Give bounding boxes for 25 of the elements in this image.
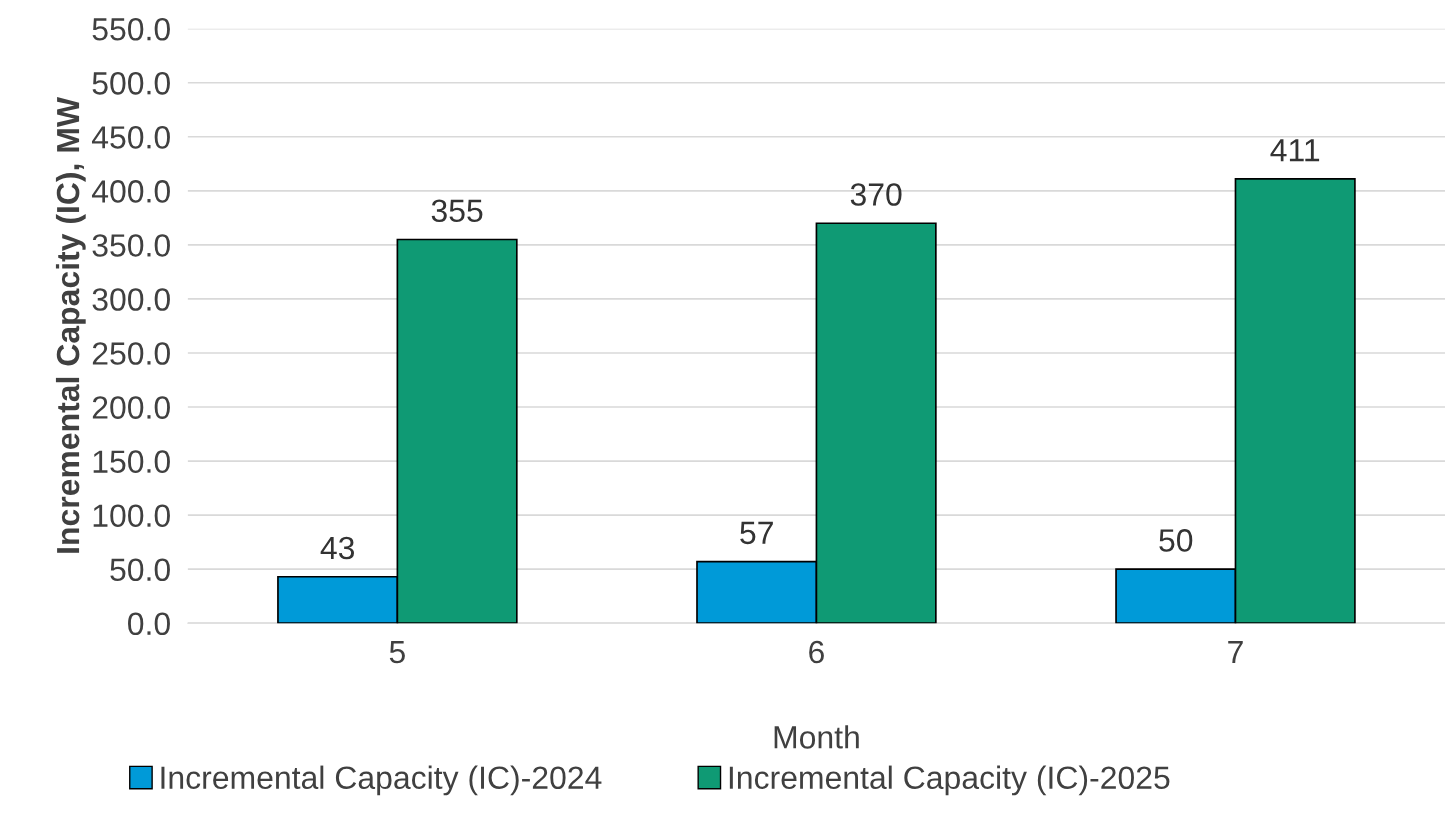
data-label: 43 (320, 536, 355, 560)
y-tick-label: 50.0 (110, 558, 170, 582)
y-tick-label: 100.0 (93, 504, 170, 527)
y-tick-label: 150.0 (93, 450, 170, 473)
legend-label: Incremental Capacity (IC)-2025 (729, 765, 1170, 796)
data-label: 57 (740, 521, 773, 545)
x-tick-label: 6 (809, 640, 824, 664)
y-tick-label: 250.0 (92, 342, 170, 365)
x-tick-label: 7 (1228, 641, 1243, 664)
data-label: 411 (1270, 139, 1320, 162)
y-axis-title: Incremental Capacity (IC), MW (55, 96, 86, 553)
y-tick-label: 400.0 (91, 180, 170, 203)
y-tick-label: 550.0 (92, 17, 170, 41)
x-axis-title: Month (774, 725, 859, 749)
legend-label: Incremental Capacity (IC)-2024 (161, 765, 602, 796)
y-tick-label: 500.0 (92, 72, 170, 95)
y-tick-label: 300.0 (92, 288, 170, 311)
data-label: 50 (1159, 529, 1193, 552)
y-tick-label: 0.0 (128, 612, 170, 636)
y-tick-label: 350.0 (92, 234, 170, 257)
x-tick-label: 5 (389, 641, 405, 664)
data-label: 370 (850, 183, 902, 206)
y-tick-label: 200.0 (92, 396, 170, 419)
y-tick-label: 450.0 (91, 126, 170, 149)
data-label: 355 (431, 199, 483, 223)
